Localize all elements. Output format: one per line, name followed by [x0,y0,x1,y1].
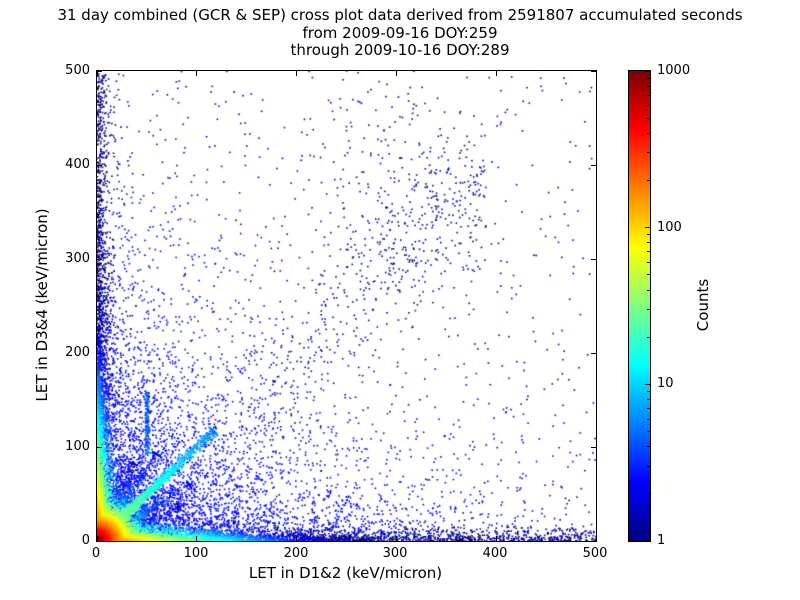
tick-mark [647,180,650,181]
tick-mark [647,94,650,96]
chart-title-line2: from 2009-09-16 DOY:259 [302,24,498,42]
y-axis-label: LET in D3&4 (keV/micron) [33,208,51,402]
tick-mark [647,251,650,253]
y-tick-label: 0 [81,533,90,548]
tick-mark [591,540,596,542]
x-tick-label: 100 [183,546,209,561]
tick-mark [97,540,102,542]
tick-mark [645,227,650,229]
tick-mark [495,536,497,541]
y-tick-label: 100 [65,439,90,454]
x-tick-label: 300 [382,546,408,561]
tick-mark [647,132,650,134]
y-tick-label: 200 [65,345,90,360]
tick-mark [96,71,98,76]
x-tick-label: 0 [91,546,101,561]
tick-mark [647,309,650,311]
tick-mark [647,117,650,119]
tick-mark [591,164,596,166]
tick-mark [645,71,650,72]
chart-title-line3: through 2009-10-16 DOY:289 [290,41,510,59]
tick-mark [645,383,650,385]
tick-mark [296,71,298,76]
tick-mark [647,152,650,154]
x-tick-label: 500 [582,546,608,561]
y-tick-label: 500 [65,63,90,78]
chart-title-line1: 31 day combined (GCR & SEP) cross plot d… [57,6,743,24]
y-tick-label: 400 [65,157,90,172]
y-tick-label: 300 [65,251,90,266]
tick-mark [647,242,650,244]
tick-mark [647,391,650,392]
x-tick-label: 200 [283,546,309,561]
tick-mark [647,77,650,79]
tick-mark [196,536,198,541]
tick-mark [395,71,397,76]
tick-mark [595,71,597,76]
plot-area [96,70,597,542]
tick-mark [97,70,102,72]
x-axis-label: LET in D1&2 (keV/micron) [248,564,443,582]
tick-mark [97,446,102,448]
tick-mark [97,352,102,354]
tick-mark [647,430,650,432]
colorbar-tick-label: 1000 [657,63,691,78]
tick-mark [591,352,596,354]
colorbar-label: Counts [694,278,712,332]
tick-mark [647,261,650,263]
tick-mark [595,536,597,541]
tick-mark [97,164,102,166]
x-tick-label: 400 [482,546,508,561]
tick-mark [645,540,650,541]
colorbar-tick-label: 1 [657,533,666,548]
tick-mark [647,418,650,420]
tick-mark [647,289,650,291]
colorbar-tick-label: 100 [657,220,682,235]
tick-mark [591,446,596,448]
tick-mark [647,446,650,448]
tick-mark [296,536,298,541]
tick-mark [591,70,596,72]
tick-mark [647,274,650,276]
tick-mark [97,258,102,260]
tick-mark [96,536,98,541]
tick-mark [647,399,650,401]
tick-mark [647,336,650,338]
tick-mark [395,536,397,541]
tick-mark [647,465,650,467]
tick-mark [591,258,596,260]
scatter-canvas [97,71,596,541]
tick-mark [495,71,497,76]
tick-mark [647,105,650,107]
colorbar [628,70,651,542]
tick-mark [196,71,198,76]
tick-mark [647,408,650,410]
tick-mark [647,234,650,236]
colorbar-tick-label: 10 [657,376,674,391]
tick-mark [647,85,650,87]
tick-mark [647,493,650,495]
